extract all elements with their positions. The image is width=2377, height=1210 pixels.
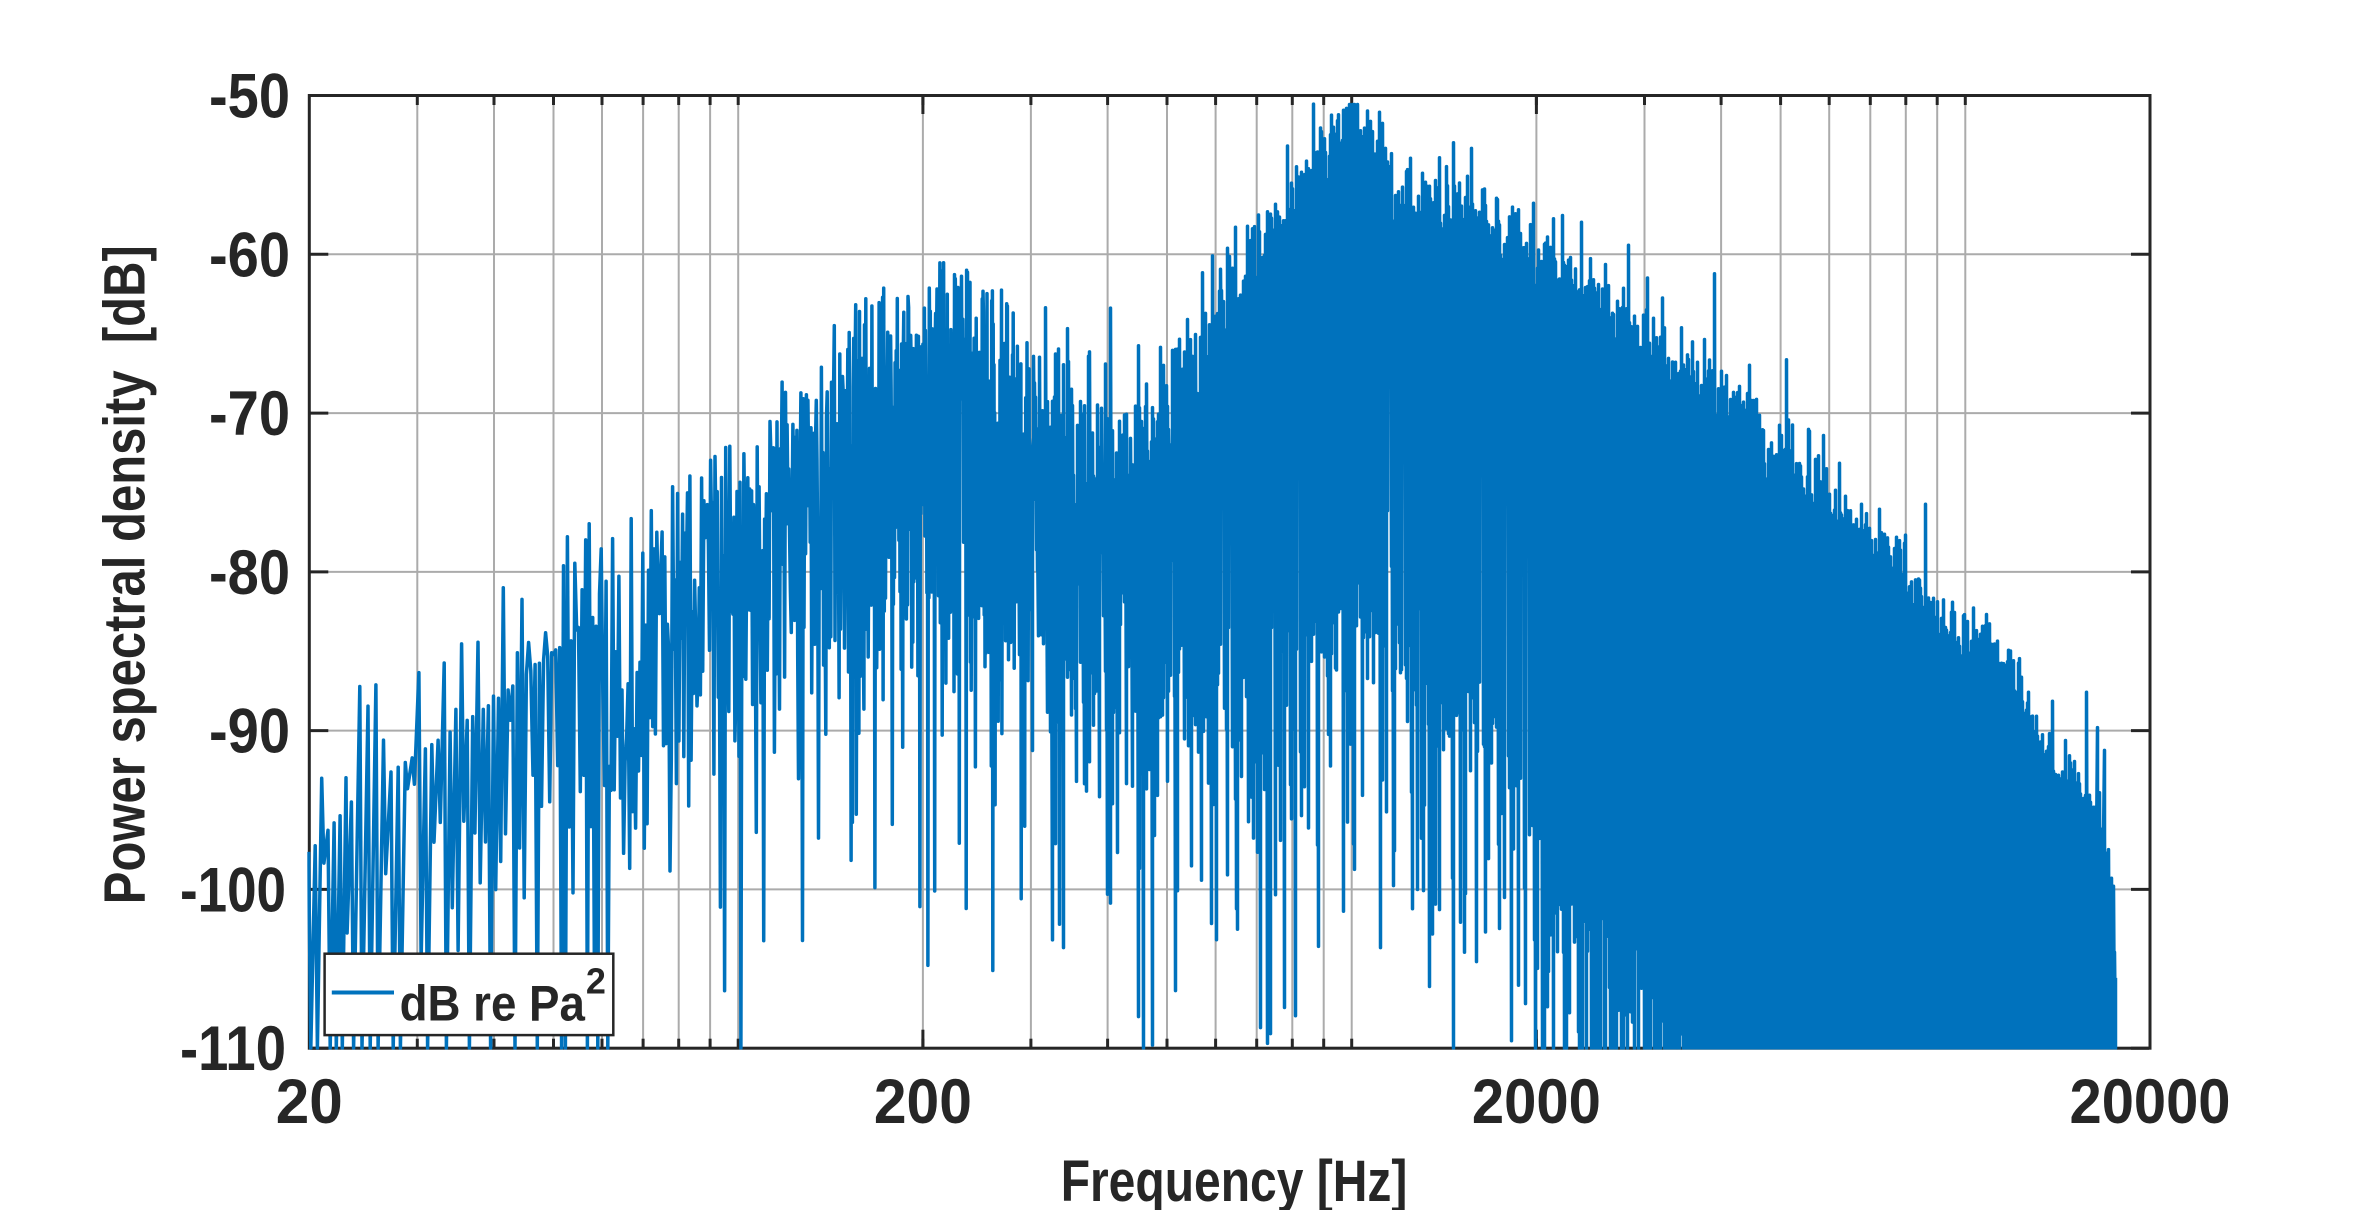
svg-text:Power spectral density [dB]: Power spectral density [dB] — [93, 245, 158, 904]
svg-text:-90: -90 — [209, 697, 290, 767]
svg-text:-70: -70 — [209, 379, 290, 449]
svg-text:-60: -60 — [209, 220, 290, 290]
svg-text:-110: -110 — [180, 1014, 286, 1084]
svg-text:200: 200 — [874, 1067, 972, 1137]
svg-text:-80: -80 — [209, 538, 290, 608]
svg-text:-100: -100 — [180, 855, 286, 925]
svg-text:2000: 2000 — [1472, 1067, 1601, 1137]
svg-text:20000: 20000 — [2070, 1067, 2231, 1137]
svg-text:dB re Pa: dB re Pa — [400, 976, 586, 1032]
svg-text:-50: -50 — [209, 62, 290, 132]
svg-text:2: 2 — [586, 960, 606, 1001]
svg-text:Frequency [Hz]: Frequency [Hz] — [1061, 1149, 1408, 1210]
svg-text:20: 20 — [276, 1067, 343, 1137]
